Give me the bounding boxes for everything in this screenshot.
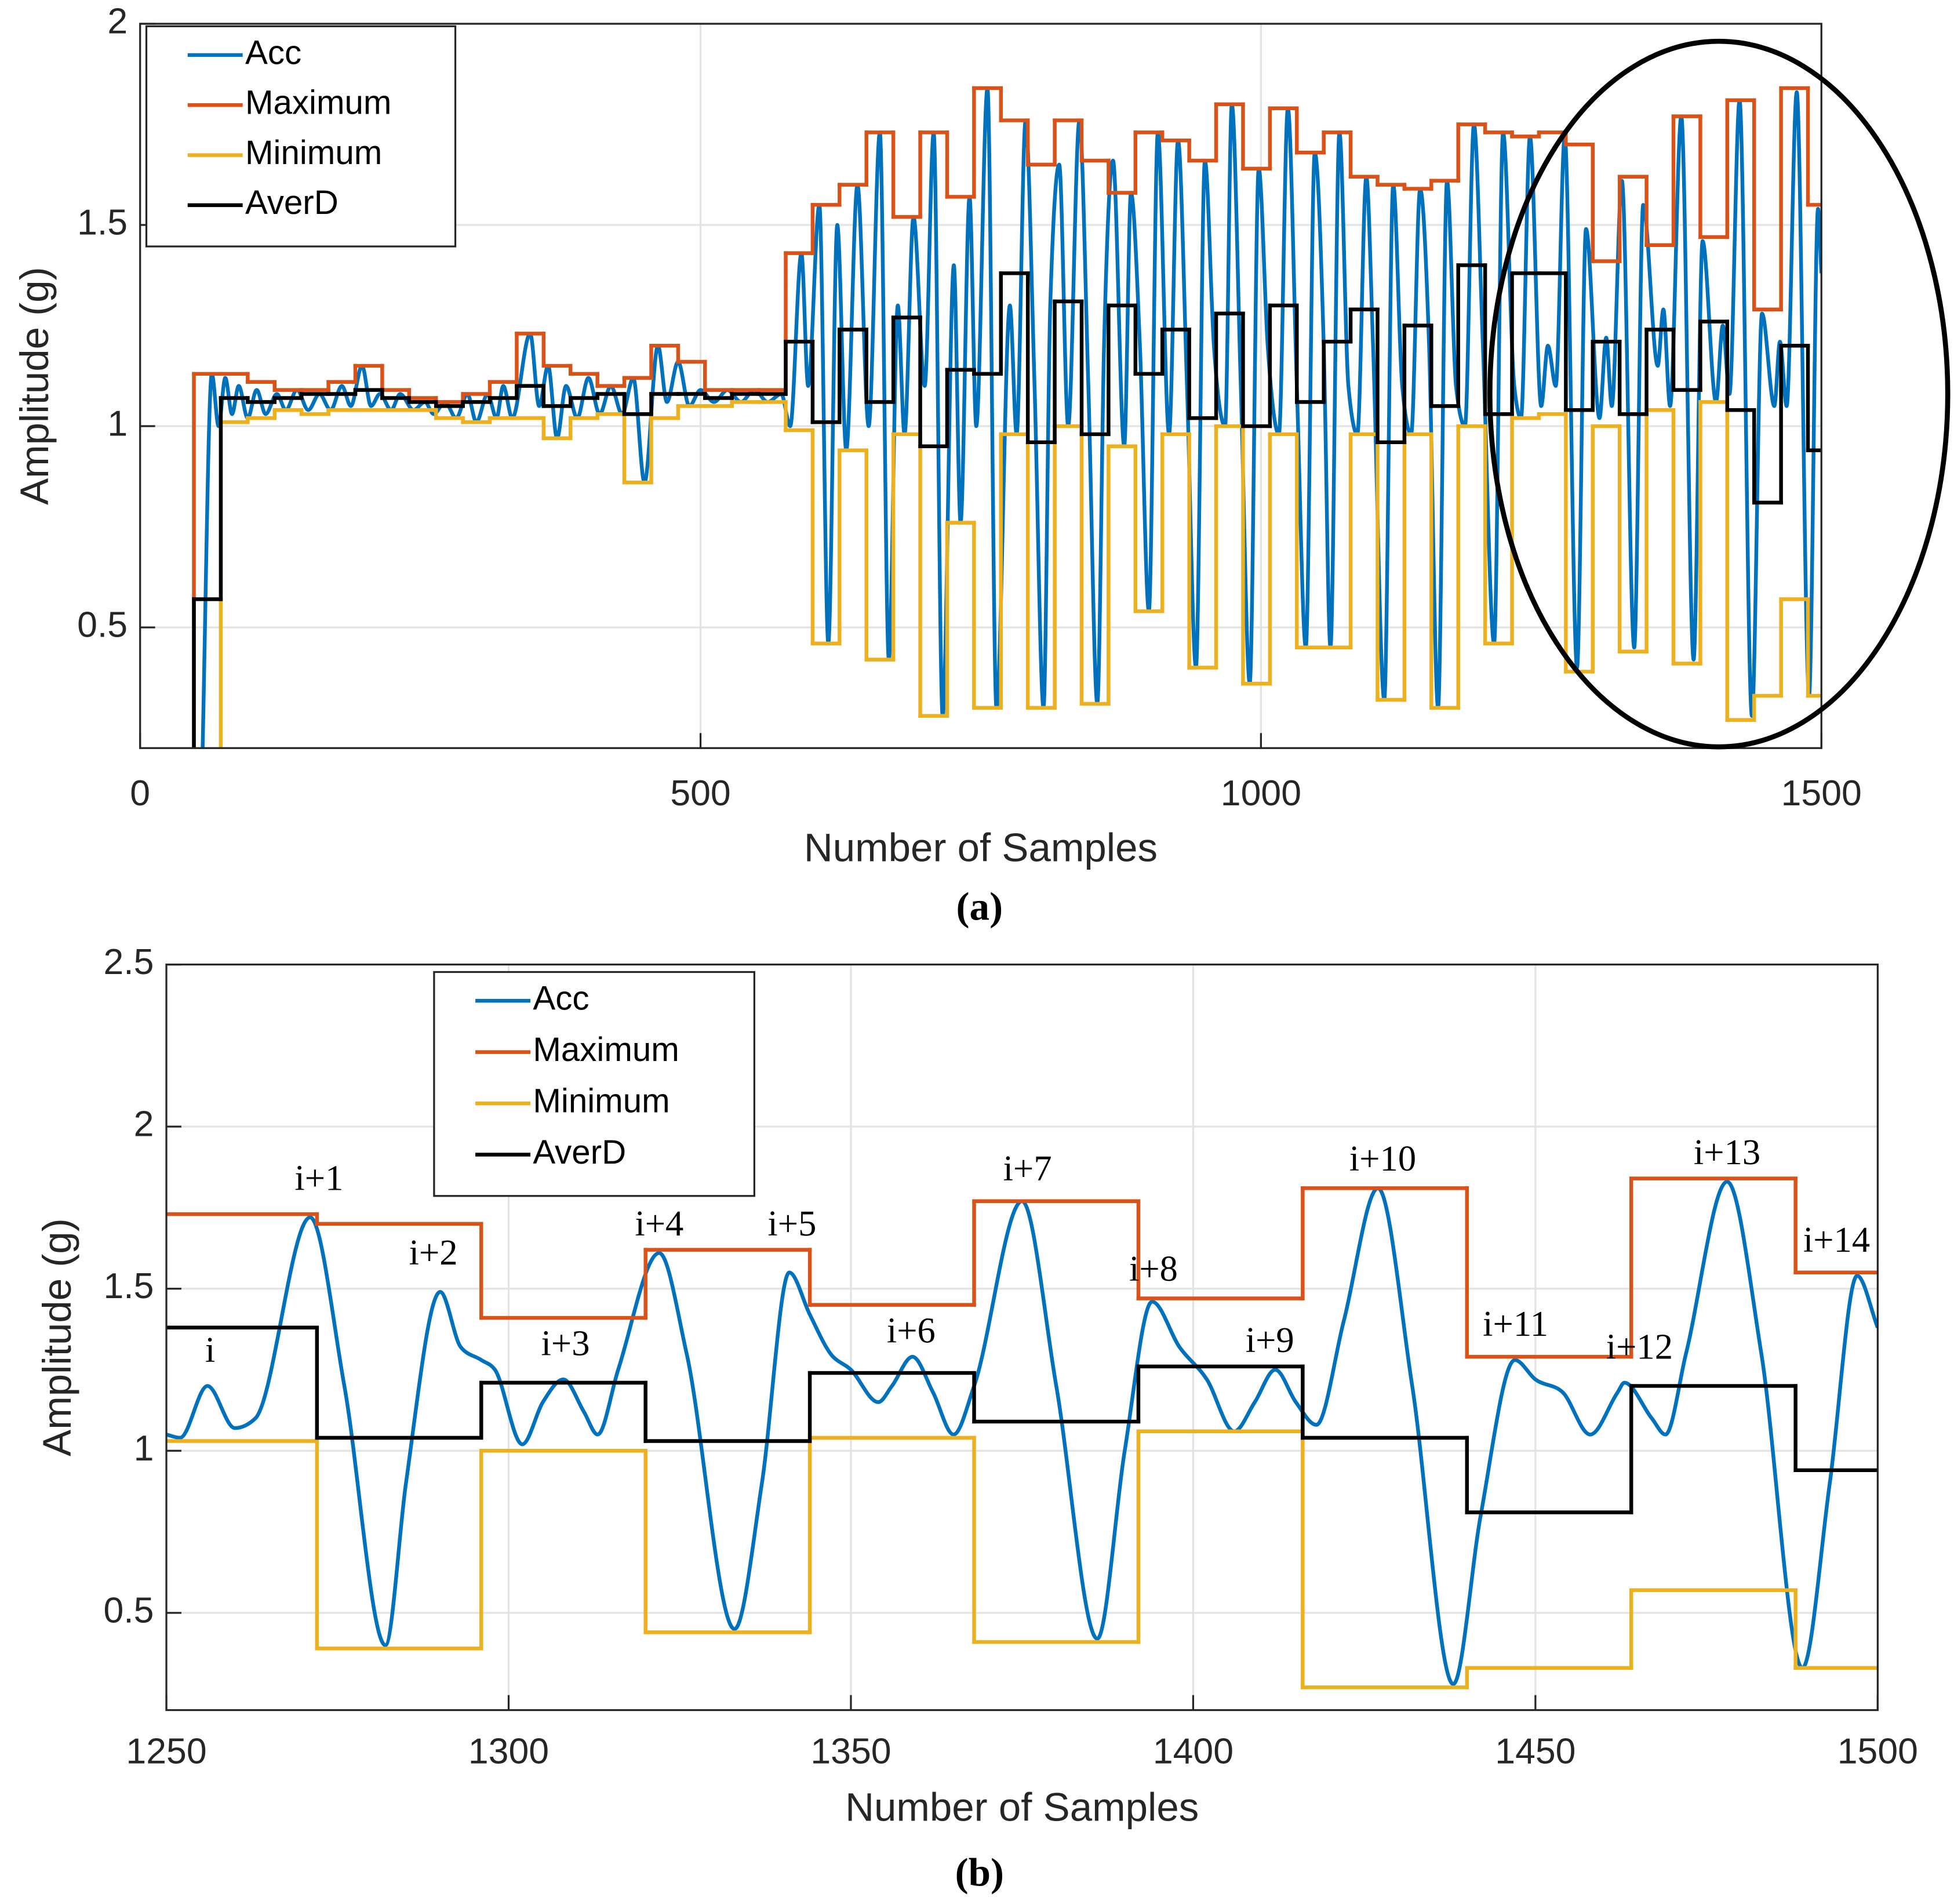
legend-label: Acc xyxy=(533,980,589,1018)
x-axis-label: Number of Samples xyxy=(804,824,1158,870)
y-tick-label: 1.5 xyxy=(77,202,128,243)
y-tick-label: 2 xyxy=(134,1104,154,1144)
axes-box xyxy=(139,23,1822,749)
plot-lines xyxy=(166,1176,1878,1689)
x-axis-label: Number of Samples xyxy=(845,1784,1199,1829)
x-tick-label: 1450 xyxy=(1495,1731,1575,1772)
axes-box xyxy=(165,963,1879,1712)
legend-label: Minimum xyxy=(533,1082,669,1120)
x-tick-label: 0 xyxy=(130,773,150,813)
legend-label: Acc xyxy=(245,34,301,71)
legend: Acc Maximum Minimum AverD xyxy=(433,971,755,1197)
x-tick-label: 1500 xyxy=(1837,1731,1918,1772)
chart: 1250 1300 1350 1400 1450 1500 0.5 1 1.5 2 2.5 i i+1 i… xyxy=(34,942,1918,1894)
y-tick-label: 2 xyxy=(107,1,128,42)
x-tick-label: 1350 xyxy=(810,1731,891,1772)
x-tick-label: 1000 xyxy=(1221,773,1301,813)
legend-label: Minimum xyxy=(245,134,382,172)
y-tick-label: 1 xyxy=(134,1428,154,1469)
legend-box xyxy=(145,25,457,248)
y-tick-label: 2.5 xyxy=(103,942,154,982)
acc-line xyxy=(166,1179,1878,1687)
annotation: i+3 xyxy=(541,1323,590,1364)
y-axis-label: Amplitude (g) xyxy=(34,1218,79,1456)
x-tick-label: 1400 xyxy=(1153,1731,1233,1772)
legend-label: AverD xyxy=(533,1133,626,1171)
charts: 0 500 1000 1500 0.5 1 1.5 2 Acc Maximum Minimum Ave… xyxy=(12,1,1918,1895)
annotation: i+4 xyxy=(635,1203,683,1244)
annotation: i+13 xyxy=(1694,1132,1760,1172)
x-tick-label: 500 xyxy=(670,773,730,813)
legend-box xyxy=(433,971,755,1197)
annotation: i+1 xyxy=(294,1158,343,1198)
highlight-ellipse xyxy=(1487,38,1951,750)
x-tick-label: 1300 xyxy=(468,1731,549,1772)
legend-label: AverD xyxy=(245,184,339,221)
annotation: i+7 xyxy=(1003,1148,1052,1189)
annotation: i+14 xyxy=(1803,1219,1870,1260)
chart: 0 500 1000 1500 0.5 1 1.5 2 Acc Maximum Minimum Ave… xyxy=(12,1,1862,929)
annotation: i xyxy=(205,1329,215,1370)
annotation: i+8 xyxy=(1129,1248,1178,1289)
annotation: i+9 xyxy=(1246,1320,1294,1360)
annotation: i+2 xyxy=(409,1232,458,1273)
y-tick-label: 0.5 xyxy=(103,1590,154,1630)
x-tick-label: 1500 xyxy=(1781,773,1862,813)
annotation: i+10 xyxy=(1349,1138,1416,1179)
y-tick-label: 1 xyxy=(107,404,128,444)
annotation: i+5 xyxy=(767,1203,816,1244)
y-tick-label: 0.5 xyxy=(77,605,128,645)
y-tick-label: 1.5 xyxy=(103,1266,154,1306)
legend: Acc Maximum Minimum AverD xyxy=(145,25,457,248)
x-tick-label: 1250 xyxy=(126,1731,206,1772)
annotation: i+12 xyxy=(1606,1326,1673,1367)
legend-label: Maximum xyxy=(533,1031,679,1069)
y-axis-label: Amplitude (g) xyxy=(12,267,57,505)
annotation: i+6 xyxy=(887,1310,936,1350)
annotation: i+11 xyxy=(1483,1303,1548,1344)
caption: (b) xyxy=(955,1850,1004,1894)
caption: (a) xyxy=(956,884,1003,929)
plot-lines xyxy=(192,86,1822,748)
legend-label: Maximum xyxy=(245,84,391,122)
